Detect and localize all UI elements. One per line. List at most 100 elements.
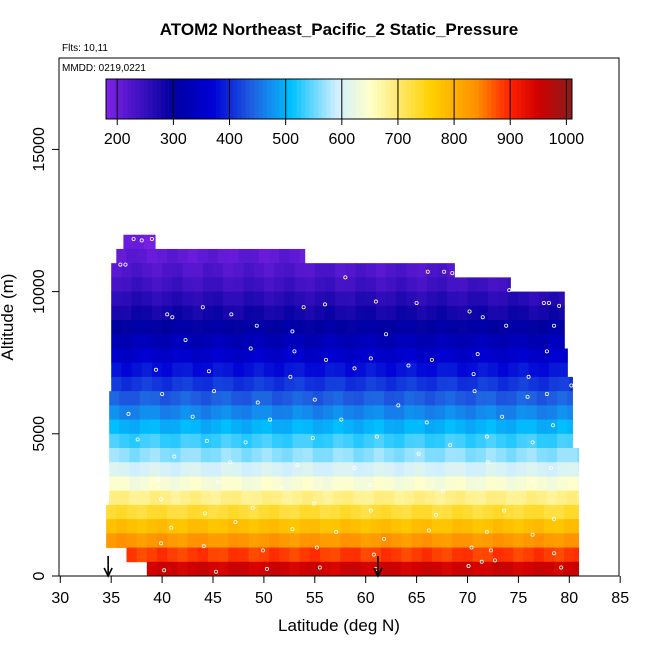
sample-point <box>290 329 295 334</box>
heatmap-cell <box>304 376 316 392</box>
heatmap-cell <box>567 419 573 435</box>
heatmap-cell <box>129 448 141 463</box>
heatmap-cell <box>375 305 387 321</box>
heatmap-cell <box>162 348 173 364</box>
heatmap-cell <box>121 334 133 349</box>
heatmap-cell <box>131 348 143 364</box>
heatmap-cell <box>210 433 222 449</box>
colorbar-tick-label: 1000 <box>549 131 585 148</box>
heatmap-cell <box>492 547 504 563</box>
heatmap-cell <box>506 490 517 506</box>
heatmap-cell <box>324 291 336 307</box>
heatmap-cell <box>548 305 560 321</box>
heatmap-cell <box>182 291 194 307</box>
heatmap-cell <box>261 433 273 449</box>
sample-point <box>504 323 509 328</box>
heatmap-cell <box>445 405 456 420</box>
heatmap-cell <box>106 533 117 548</box>
heatmap-cell <box>554 533 565 548</box>
sample-point <box>248 346 253 351</box>
heatmap-cell <box>434 405 446 420</box>
heatmap-cell <box>272 433 283 449</box>
heatmap-cell <box>309 547 321 563</box>
heatmap-cell <box>477 334 489 349</box>
heatmap-cell <box>149 433 161 449</box>
heatmap-cell <box>292 419 304 435</box>
heatmap-cell <box>472 561 484 577</box>
colorbar-segment <box>360 79 365 119</box>
heatmap-cell <box>284 320 296 335</box>
heatmap-cell <box>442 519 453 534</box>
heatmap-cell <box>498 334 509 349</box>
heatmap-cell <box>526 419 538 435</box>
heatmap-cell <box>355 263 367 278</box>
heatmap-cell <box>373 476 385 492</box>
heatmap-cell <box>292 490 304 506</box>
heatmap-cell <box>324 348 336 364</box>
heatmap-cell <box>396 305 408 321</box>
heatmap-cell <box>436 305 448 321</box>
heatmap-cell <box>258 504 270 520</box>
heatmap-cell <box>218 547 229 563</box>
heatmap-cell <box>536 462 548 477</box>
heatmap-cell <box>160 490 171 506</box>
sample-point <box>268 417 273 422</box>
heatmap-cell <box>404 490 416 506</box>
heatmap-cell <box>200 419 212 435</box>
heatmap-cell <box>554 504 565 520</box>
heatmap-cell <box>126 519 138 534</box>
heatmap-cell <box>241 462 253 477</box>
heatmap-cell <box>238 519 250 534</box>
heatmap-cell <box>528 348 540 364</box>
heatmap-cell <box>477 305 489 321</box>
heatmap-cell <box>452 561 464 577</box>
heatmap-cell <box>233 291 245 307</box>
heatmap-cell <box>477 362 489 378</box>
heatmap-cell <box>447 348 458 364</box>
heatmap-cell <box>333 391 344 406</box>
heatmap-cell <box>294 291 306 307</box>
sample-point <box>557 303 562 308</box>
heatmap-cell <box>263 320 275 335</box>
heatmap-cell <box>467 376 479 392</box>
heatmap-cell <box>350 519 362 534</box>
heatmap-cell <box>213 277 224 292</box>
heatmap-cell <box>496 490 507 506</box>
colorbar-segment <box>474 79 480 119</box>
sample-point <box>502 508 507 513</box>
heatmap-cell <box>567 490 579 506</box>
sample-point <box>424 420 429 425</box>
heatmap-cell <box>121 305 133 321</box>
heatmap-cell <box>554 519 565 534</box>
heatmap-cell <box>416 320 428 335</box>
heatmap-cell <box>467 334 479 349</box>
heatmap-cell <box>200 391 212 406</box>
heatmap-cell <box>274 291 285 307</box>
heatmap-cell <box>353 419 365 435</box>
heatmap-cell <box>149 490 161 506</box>
sample-point <box>525 394 530 399</box>
heatmap-cell <box>141 291 153 307</box>
heatmap-cell <box>335 305 346 321</box>
heatmap-cell <box>394 391 405 406</box>
heatmap-cell <box>304 305 316 321</box>
heatmap-cell <box>396 277 408 292</box>
heatmap-cell <box>121 362 133 378</box>
x-tick-label: 30 <box>51 590 69 607</box>
heatmap-cell <box>373 448 385 463</box>
heatmap-cell <box>312 405 324 420</box>
heatmap-cell <box>340 547 352 563</box>
heatmap-cell <box>146 533 158 548</box>
heatmap-cell <box>386 291 397 307</box>
heatmap-cell <box>162 320 173 335</box>
heatmap-cell <box>487 334 499 349</box>
heatmap-cell <box>160 405 171 420</box>
heatmap-cell <box>363 490 375 506</box>
heatmap-cell <box>202 348 214 364</box>
colorbar-segment <box>152 79 158 119</box>
heatmap-cell <box>355 320 367 335</box>
heatmap-cell <box>139 462 151 477</box>
heatmap-cell <box>248 533 260 548</box>
heatmap-cell <box>131 291 143 307</box>
heatmap-cell <box>528 305 540 321</box>
